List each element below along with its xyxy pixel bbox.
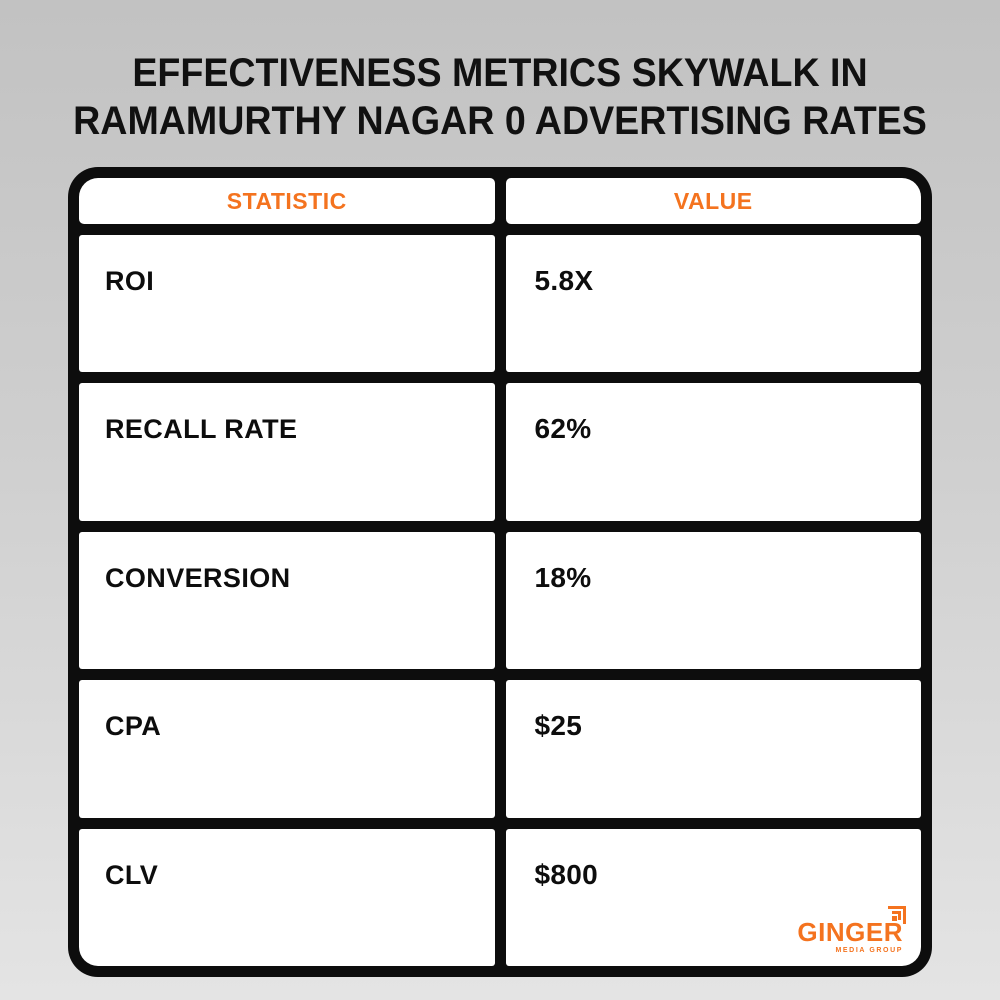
column-header-value: VALUE (505, 178, 921, 224)
page-title-line-2: RAMAMURTHY NAGAR 0 ADVERTISING RATES (73, 98, 927, 143)
table-cell-value-clv: $800 GINGER MEDIA GROUP (505, 828, 921, 966)
table-cell-statistic-clv: CLV (79, 828, 495, 966)
column-header-statistic: STATISTIC (79, 178, 495, 224)
page-title-line-1: EFFECTIVENESS METRICS SKYWALK IN (132, 50, 868, 95)
table-cell-value-cpa: $25 (505, 680, 921, 818)
table-cell-value-conversion: 18% (505, 531, 921, 670)
ginger-logo-corners-icon (888, 905, 906, 924)
ginger-media-group-logo: GINGER MEDIA GROUP (797, 905, 906, 954)
table-cell-statistic-conversion: CONVERSION (79, 531, 495, 670)
logo-subtext: MEDIA GROUP (835, 946, 903, 954)
table-cell-statistic-cpa: CPA (79, 680, 495, 818)
clv-value-text: $800 (534, 858, 598, 890)
table-cell-statistic-recall-rate: RECALL RATE (79, 383, 495, 521)
page-title: EFFECTIVENESS METRICS SKYWALK IN RAMAMUR… (30, 49, 970, 145)
metrics-table: STATISTIC VALUE ROI 5.8X RECALL RATE 62%… (68, 167, 932, 977)
logo-wordmark: GINGER (797, 916, 903, 947)
table-cell-value-roi: 5.8X (505, 235, 921, 373)
table-cell-statistic-roi: ROI (79, 235, 495, 373)
table-cell-value-recall-rate: 62% (505, 383, 921, 521)
